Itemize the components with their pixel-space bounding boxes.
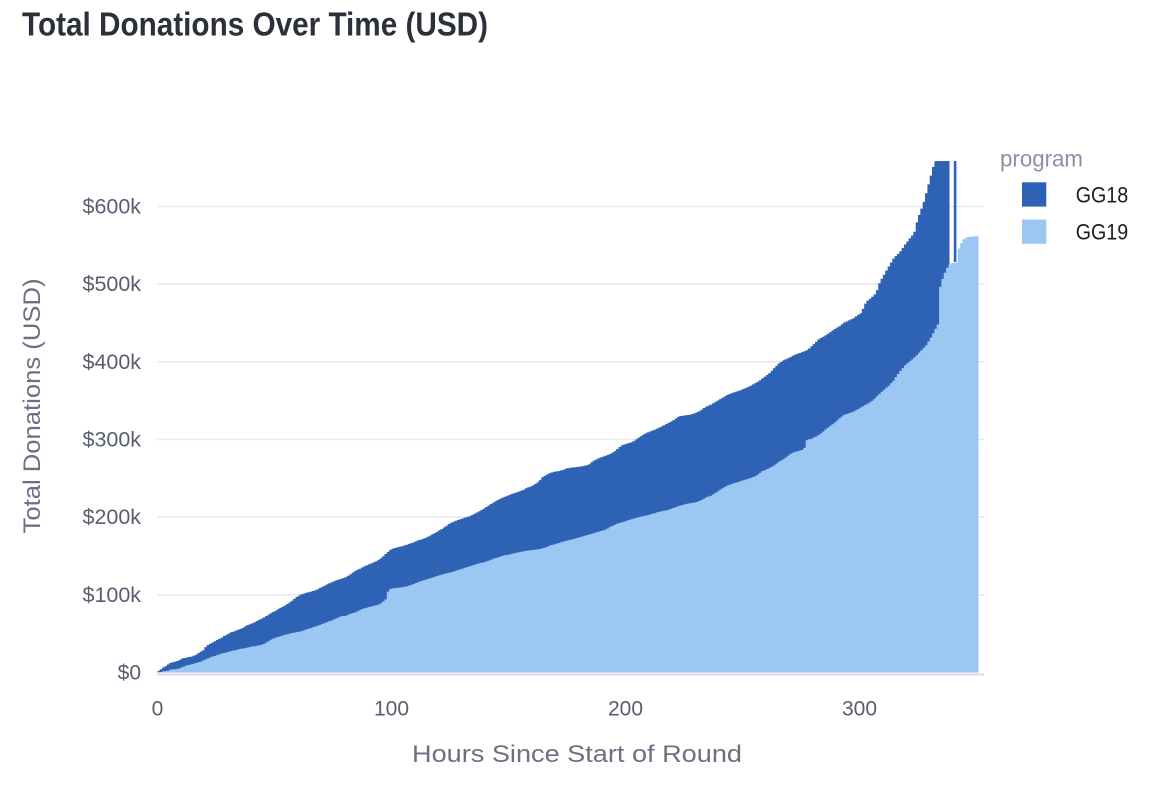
svg-text:$200k: $200k <box>83 506 142 529</box>
svg-text:0: 0 <box>152 698 164 721</box>
svg-text:300: 300 <box>842 698 877 721</box>
svg-text:$100k: $100k <box>83 584 142 607</box>
svg-text:program: program <box>1000 146 1083 172</box>
svg-text:GG19: GG19 <box>1076 220 1129 245</box>
svg-text:Hours Since Start of Round: Hours Since Start of Round <box>412 741 742 768</box>
svg-text:GG18: GG18 <box>1076 182 1129 207</box>
svg-text:$300k: $300k <box>83 429 142 452</box>
svg-text:Total Donations Over Time (USD: Total Donations Over Time (USD) <box>22 7 488 44</box>
svg-text:100: 100 <box>374 698 409 721</box>
svg-text:200: 200 <box>608 698 643 721</box>
svg-text:$600k: $600k <box>83 196 142 219</box>
svg-text:$400k: $400k <box>83 351 142 374</box>
svg-text:$500k: $500k <box>83 273 142 296</box>
svg-text:Total Donations (USD): Total Donations (USD) <box>19 279 46 534</box>
svg-text:$0: $0 <box>118 662 141 685</box>
